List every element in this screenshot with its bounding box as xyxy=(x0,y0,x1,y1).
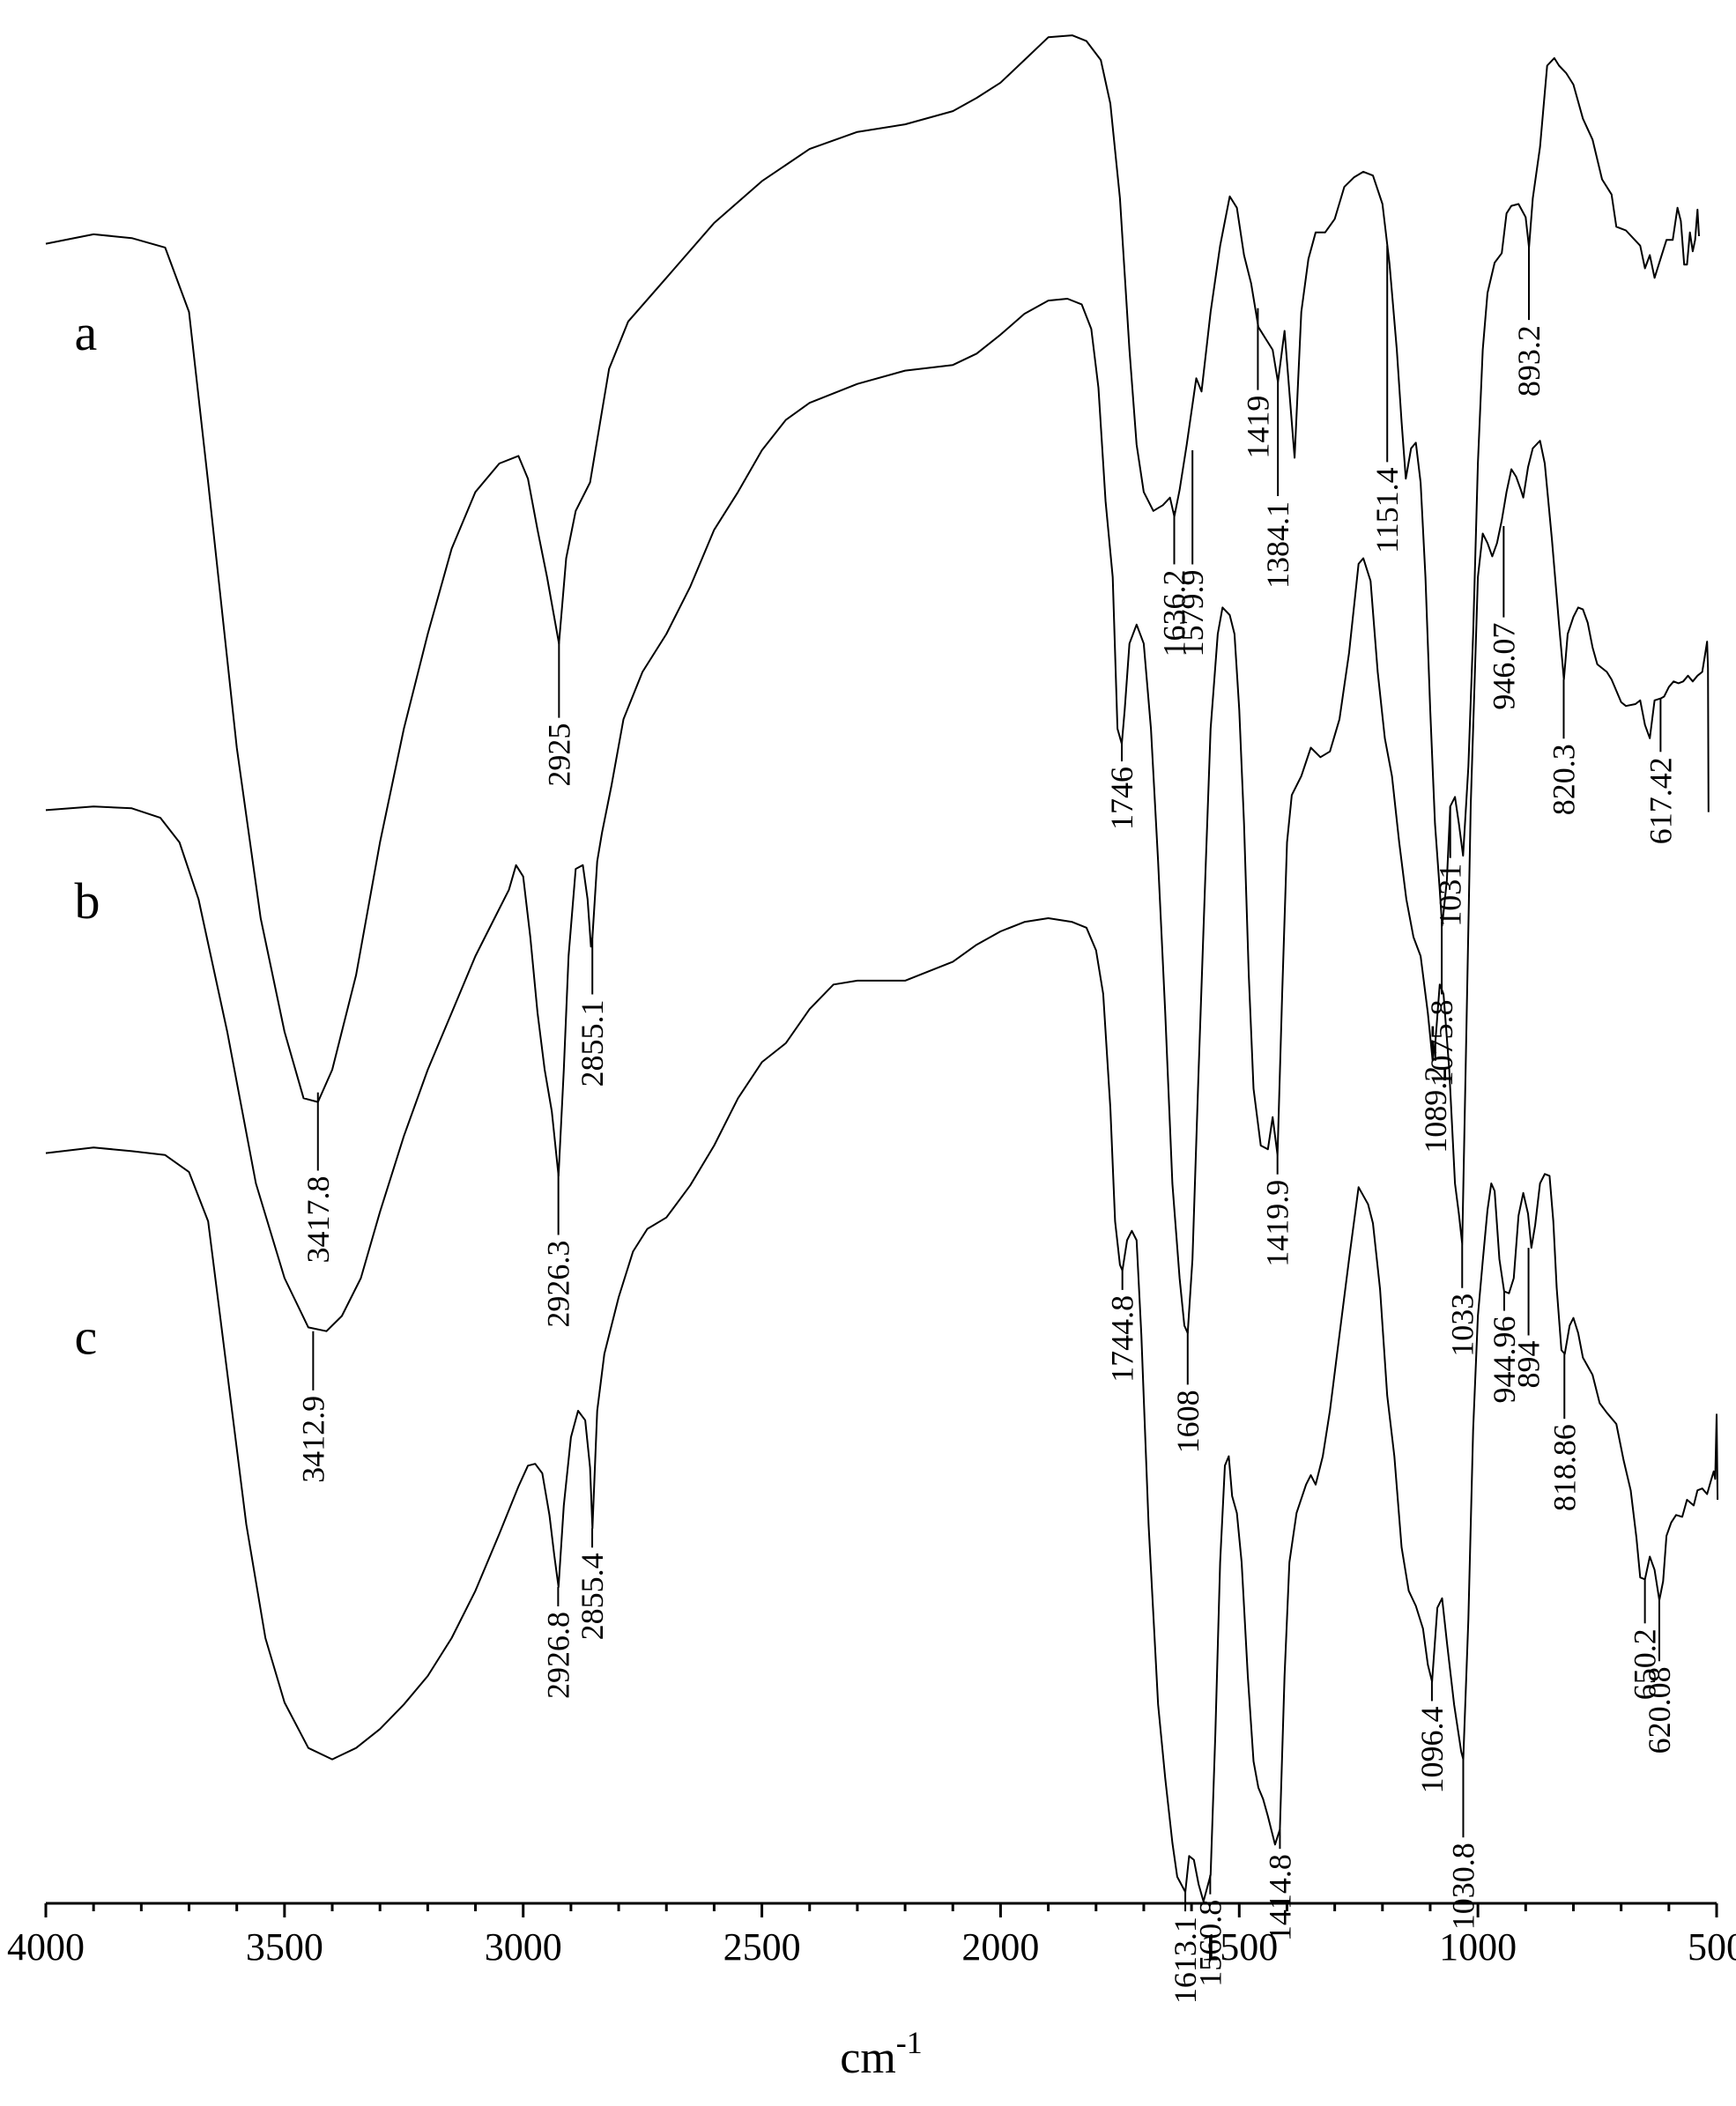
x-tick-label-4000: 4000 xyxy=(7,1925,85,1969)
x-axis-title: cm-1 xyxy=(840,2025,923,2083)
x-tick-label-3500: 3500 xyxy=(246,1925,323,1969)
peak-label-a-1419: 1419 xyxy=(1240,396,1275,459)
x-tick-label-1500: 1500 xyxy=(1200,1925,1278,1969)
peak-label-b-2926-3: 2926.3 xyxy=(541,1241,576,1328)
x-tick-label-1000: 1000 xyxy=(1439,1925,1517,1969)
peak-label-a-1031: 1031 xyxy=(1433,864,1468,927)
peak-label-b-1033: 1033 xyxy=(1444,1294,1480,1357)
series-a-line xyxy=(45,34,1700,1103)
peak-label-a-1151-4: 1151.4 xyxy=(1369,467,1405,553)
series-c-line xyxy=(45,917,1719,1902)
peak-label-c-1414-8: 1414.8 xyxy=(1262,1854,1297,1941)
peak-label-a-2925: 2925 xyxy=(541,723,576,787)
peak-label-c-2926-8: 2926.8 xyxy=(540,1612,575,1699)
x-axis: 4000 3500 3000 2500 2000 1500 1000 500 cm-1 xyxy=(7,1902,1736,2083)
peak-label-c-620-08: 620.08 xyxy=(1642,1666,1677,1754)
x-tick-label-2500: 2500 xyxy=(723,1925,801,1969)
x-tick-label-3000: 3000 xyxy=(485,1925,562,1969)
peak-label-a-1636-2: 1636.2 xyxy=(1157,569,1192,656)
peak-label-c-894: 894 xyxy=(1511,1341,1547,1389)
peak-label-c-1613-1: 1613.1 xyxy=(1168,1917,1203,2004)
x-tick-label-2000: 2000 xyxy=(961,1925,1039,1969)
peak-label-b-1419-9: 1419.9 xyxy=(1260,1180,1295,1267)
peak-label-b-1608: 1608 xyxy=(1170,1390,1206,1453)
series-b-label: b xyxy=(75,872,100,930)
peak-label-a-893-2: 893.2 xyxy=(1511,325,1547,397)
x-axis-ticks: 4000 3500 3000 2500 2000 1500 1000 500 xyxy=(7,1903,1736,1969)
peak-label-b-1746: 1746 xyxy=(1104,767,1139,830)
series-b-line xyxy=(45,298,1710,1334)
peak-label-c-1096-4: 1096.4 xyxy=(1414,1706,1450,1793)
spectra-series-group: a b c xyxy=(45,34,1719,1902)
peak-label-c-650-2: 650.2 xyxy=(1628,1628,1663,1700)
peak-label-c-1744-8: 1744.8 xyxy=(1105,1295,1140,1383)
peak-label-b-820-3: 820.3 xyxy=(1546,744,1581,815)
series-c-label: c xyxy=(75,1309,98,1366)
peak-label-b-617-42: 617.42 xyxy=(1643,757,1678,844)
x-tick-label-500: 500 xyxy=(1688,1925,1736,1969)
peak-label-c-818-86: 818.86 xyxy=(1547,1424,1582,1511)
peak-label-a-3417-8: 3417.8 xyxy=(300,1175,336,1263)
peak-label-c-1560-8: 1560.8 xyxy=(1192,1900,1228,1987)
peak-label-b-1089-2: 1089.2 xyxy=(1418,1066,1453,1153)
peak-label-b-3412-9: 3412.9 xyxy=(295,1396,330,1483)
peak-label-c-944-96: 944.96 xyxy=(1487,1316,1522,1404)
peak-label-b-946-07: 946.07 xyxy=(1486,623,1521,710)
peak-label-a-1075-8: 1075.8 xyxy=(1424,1000,1459,1087)
peak-label-c-2855-4: 2855.4 xyxy=(575,1553,610,1640)
peak-label-c-1030-8: 1030.8 xyxy=(1445,1843,1480,1930)
series-a-label: a xyxy=(75,304,98,361)
peak-label-b-2855-1: 2855.1 xyxy=(575,1000,610,1087)
peak-label-a-1384-1: 1384.1 xyxy=(1260,501,1295,589)
peak-label-a-1579-9: 1579.9 xyxy=(1175,569,1210,656)
x-axis-title-unit: cm xyxy=(840,2033,896,2083)
x-axis-title-superscript: -1 xyxy=(896,2025,923,2060)
